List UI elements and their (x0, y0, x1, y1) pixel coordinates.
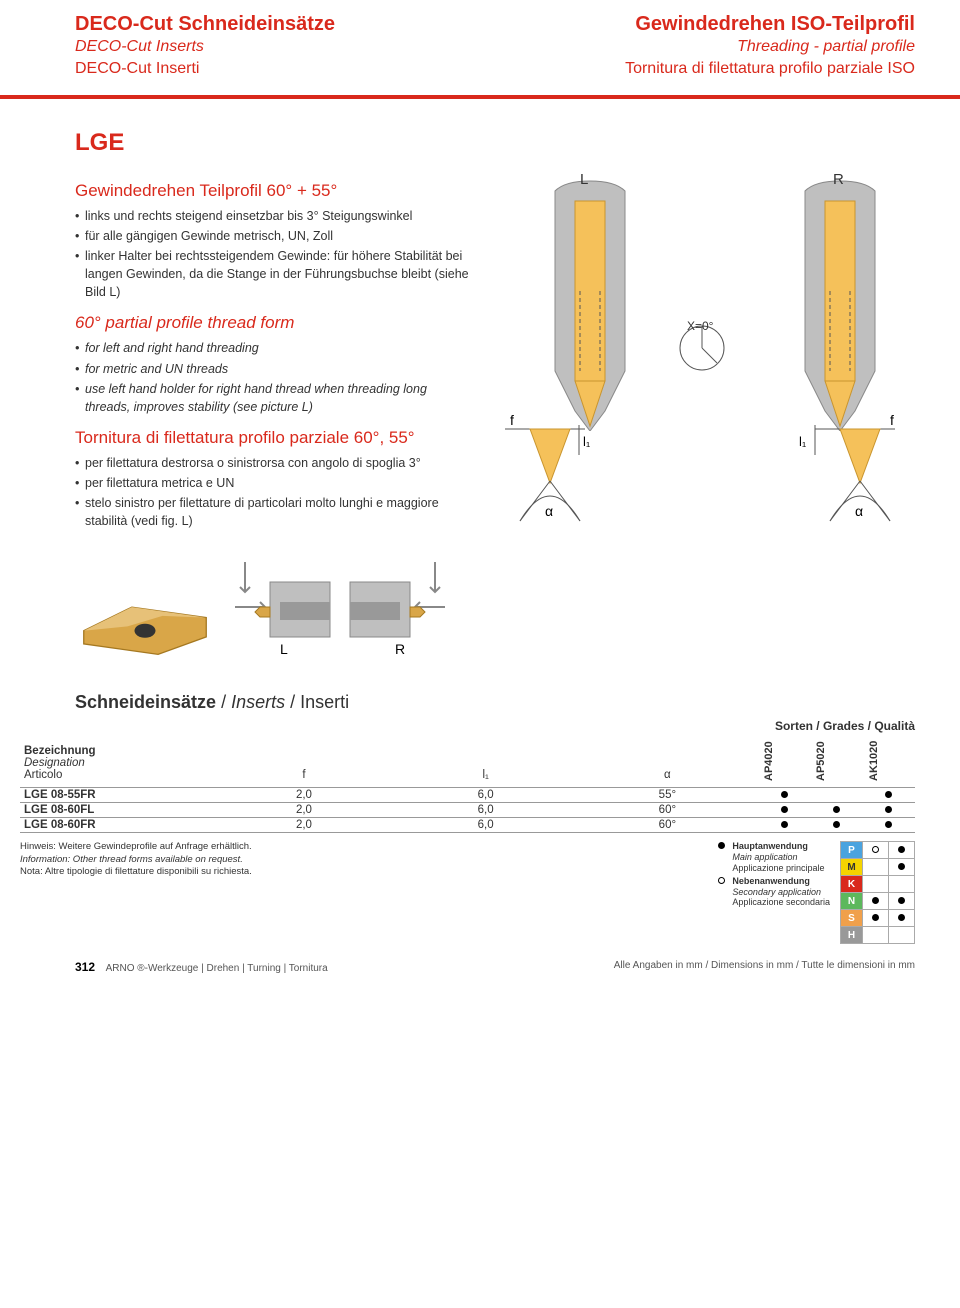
title-left-en: DECO-Cut Inserts (75, 36, 335, 58)
bullet-en-2: for metric and UN threads (75, 360, 475, 378)
table-title-en: Inserts (231, 692, 285, 712)
bullet-de-1: links und rechts steigend einsetzbar bis… (75, 207, 475, 225)
table-row: LGE 08-60FL2,06,060° (20, 803, 915, 818)
notes-block: Hinweis: Weitere Gewindeprofile auf Anfr… (20, 841, 252, 878)
label-L: L (580, 171, 588, 188)
note-it: Nota: Altre tipologie di filettature dis… (20, 866, 252, 878)
legend-haupt-it: Applicazione principale (732, 863, 824, 873)
title-right-de: Gewindedrehen ISO-Teilprofil (625, 12, 915, 36)
page-number: 312 (75, 960, 95, 974)
svg-text:L: L (280, 641, 288, 657)
svg-text:R: R (395, 641, 405, 657)
dim-diagram-svg: f l₁ α f l₁ (495, 411, 915, 541)
bullet-it-2: per filettatura metrica e UN (75, 474, 475, 492)
section-de-list: links und rechts steigend einsetzbar bis… (75, 207, 475, 302)
col-l1: l₁ (395, 737, 577, 788)
col-design-de: Bezeichnung (24, 745, 96, 757)
title-left-it: DECO-Cut Inserti (75, 58, 335, 80)
topbar: DECO-Cut Schneideinsätze DECO-Cut Insert… (0, 0, 960, 99)
footer: 312 ARNO ®-Werkzeuge | Drehen | Turning … (0, 960, 960, 974)
section-it-title: Tornitura di filettatura profilo parzial… (75, 428, 475, 448)
sorten-label: Sorten / Grades / Qualità (0, 719, 960, 733)
grade-1: AP4020 (763, 742, 775, 782)
footer-left: ARNO ®-Werkzeuge | Drehen | Turning | To… (106, 963, 328, 974)
svg-text:f: f (510, 412, 514, 428)
title-right-it: Tornitura di filettatura profilo parzial… (625, 58, 915, 80)
tool-R-svg (775, 171, 905, 431)
inserts-table: Bezeichnung Designation Articolo f l₁ α … (20, 737, 915, 833)
topbar-left: DECO-Cut Schneideinsätze DECO-Cut Insert… (75, 12, 335, 81)
table-row: LGE 08-55FR2,06,055° (20, 788, 915, 803)
legend-neben-en: Secondary application (732, 887, 821, 897)
col-design-it: Articolo (24, 769, 209, 781)
topbar-right: Gewindedrehen ISO-Teilprofil Threading -… (625, 12, 915, 81)
table-title-de: Schneideinsätze (75, 692, 216, 712)
insert-icon (75, 582, 215, 662)
holder-L-icon: L (225, 552, 335, 662)
bullet-de-3: linker Halter bei rechtssteigendem Gewin… (75, 247, 475, 301)
col-alpha: α (577, 737, 759, 788)
label-x0: X=0° (687, 319, 713, 333)
legend-neben-de: Nebenanwendung (732, 876, 810, 886)
section-it-list: per filettatura destrorsa o sinistrorsa … (75, 454, 475, 531)
legend-neben-it: Applicazione secondaria (732, 897, 830, 907)
bullet-en-1: for left and right hand threading (75, 339, 475, 357)
holder-R-icon: R (345, 552, 455, 662)
table-section-title: Schneideinsätze / Inserts / Inserti (75, 692, 915, 713)
product-code: LGE (75, 129, 915, 157)
legend-haupt-en: Main application (732, 852, 797, 862)
bullet-it-3: stelo sinistro per filettature di partic… (75, 494, 475, 530)
svg-text:α: α (545, 503, 553, 519)
grade-2: AP5020 (815, 742, 827, 782)
svg-text:l₁: l₁ (583, 434, 591, 449)
bullet-en-3: use left hand holder for right hand thre… (75, 380, 475, 416)
bullet-de-2: für alle gängigen Gewinde metrisch, UN, … (75, 227, 475, 245)
svg-text:l₁: l₁ (799, 434, 807, 449)
insert-illustration-row: L R (75, 542, 475, 662)
threading-diagram: L X=0° R (495, 171, 915, 541)
grade-3: AK1020 (868, 741, 880, 781)
table-row: LGE 08-60FR2,06,060° (20, 818, 915, 833)
title-left-de: DECO-Cut Schneideinsätze (75, 12, 335, 36)
label-R: R (833, 171, 844, 188)
table-title-it: Inserti (300, 692, 349, 712)
note-de: Hinweis: Weitere Gewindeprofile auf Anfr… (20, 841, 252, 853)
legend-haupt-de: Hauptanwendung (732, 841, 808, 851)
col-design-en: Designation (24, 757, 209, 769)
legend-block: Hauptanwendung Main application Applicaz… (716, 841, 915, 944)
col-f: f (213, 737, 395, 788)
bullet-it-1: per filettatura destrorsa o sinistrorsa … (75, 454, 475, 472)
application-matrix: PMKNSH (840, 841, 915, 944)
section-de-title: Gewindedrehen Teilprofil 60° + 55° (75, 181, 475, 201)
footer-right: Alle Angaben in mm / Dimensions in mm / … (614, 960, 915, 974)
title-right-en: Threading - partial profile (625, 36, 915, 58)
note-en: Information: Other thread forms availabl… (20, 854, 252, 866)
svg-text:α: α (855, 503, 863, 519)
tool-L-svg (525, 171, 655, 431)
section-en-title: 60° partial profile thread form (75, 313, 475, 333)
svg-text:f: f (890, 412, 894, 428)
section-en-list: for left and right hand threading for me… (75, 339, 475, 416)
